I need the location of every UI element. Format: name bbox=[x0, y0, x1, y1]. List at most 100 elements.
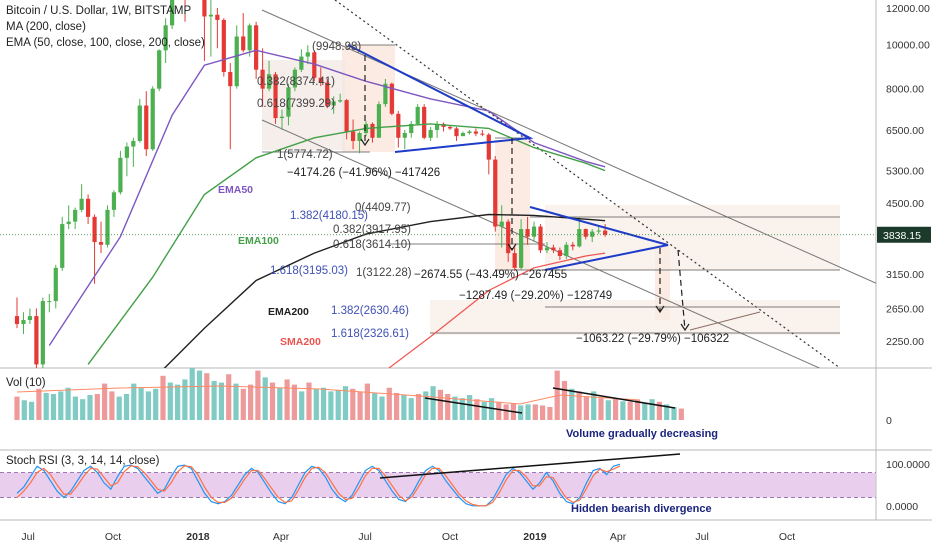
ma-legend[interactable]: MA (200, close) bbox=[6, 21, 86, 33]
candle bbox=[144, 91, 149, 157]
stoch-annotation: Hidden bearish divergence bbox=[571, 503, 712, 515]
candle-body bbox=[428, 129, 433, 138]
candle-body bbox=[338, 100, 343, 102]
candle-body bbox=[14, 316, 20, 325]
volume-bar bbox=[109, 391, 115, 420]
candle-body bbox=[292, 69, 298, 88]
measurement-label: −2674.55 (−43.49%) −267455 bbox=[414, 269, 567, 281]
candle bbox=[551, 244, 556, 254]
stoch-d-line bbox=[16, 465, 621, 507]
volume-bar bbox=[189, 368, 195, 420]
volume-bar bbox=[474, 399, 480, 420]
candle-body bbox=[454, 128, 459, 137]
candle bbox=[34, 308, 39, 368]
stoch-rsi-legend[interactable]: Stoch RSI (3, 3, 14, 14, close) bbox=[6, 455, 160, 467]
symbol-legend[interactable]: Bitcoin / U.S. Dollar, 1W, BITSTAMP bbox=[6, 5, 192, 17]
candle bbox=[357, 131, 362, 154]
ema-legend[interactable]: EMA (50, close, 100, close, 200, close) bbox=[6, 37, 205, 49]
volume-bar bbox=[386, 387, 392, 420]
price-tick-label: 12000.00 bbox=[886, 3, 930, 15]
triangle-pattern bbox=[347, 44, 534, 153]
volume-bar bbox=[306, 382, 312, 420]
candle-body bbox=[234, 36, 239, 87]
candle-body bbox=[486, 134, 491, 160]
volume-bar bbox=[488, 398, 495, 420]
candle-body bbox=[144, 105, 149, 150]
candle-body bbox=[279, 116, 285, 119]
volume-bar bbox=[328, 391, 334, 420]
volume-bar bbox=[204, 373, 210, 420]
volume-trendline-2 bbox=[552, 387, 676, 409]
fib-level-label: 0.618(7399.29) bbox=[257, 98, 335, 110]
volume-bar bbox=[372, 392, 378, 420]
candle bbox=[486, 133, 491, 175]
volume-bar bbox=[262, 377, 268, 420]
volume-legend[interactable]: Vol (10) bbox=[6, 377, 46, 389]
arrow-head bbox=[680, 323, 690, 332]
fib-level-label: 1(5774.72) bbox=[277, 149, 333, 161]
fib-level-label: 0.618(3614.10) bbox=[333, 239, 411, 251]
candle-body bbox=[557, 250, 562, 256]
candle bbox=[383, 78, 388, 107]
volume-bar bbox=[437, 389, 443, 420]
candle bbox=[544, 242, 550, 254]
volume-bar bbox=[94, 394, 100, 420]
candle bbox=[124, 142, 129, 177]
candle-body bbox=[402, 133, 407, 138]
candle bbox=[279, 109, 285, 130]
volume-bar bbox=[335, 389, 341, 420]
candle-body bbox=[570, 244, 575, 247]
candle bbox=[557, 247, 562, 261]
arrow-head bbox=[507, 243, 517, 252]
candle bbox=[47, 293, 52, 313]
candle bbox=[512, 247, 517, 271]
volume-bar bbox=[160, 375, 166, 420]
volume-bar bbox=[50, 394, 57, 420]
candle-body bbox=[603, 230, 608, 235]
candle bbox=[338, 93, 343, 103]
fib-level-label: 1.618(3195.03) bbox=[270, 265, 348, 277]
time-axis-label: 2018 bbox=[186, 531, 210, 543]
price-tick-label: 2650.00 bbox=[886, 303, 924, 315]
candle-body bbox=[415, 106, 420, 124]
stoch-tick-label: 0.0000 bbox=[886, 501, 918, 513]
volume-bar bbox=[496, 401, 502, 420]
volume-bar bbox=[671, 407, 677, 420]
time-axis-label: Jul bbox=[695, 531, 708, 543]
candle-body bbox=[286, 87, 291, 117]
candle bbox=[184, 0, 186, 22]
volume-bar bbox=[80, 399, 86, 420]
ma-line-sma200 bbox=[388, 252, 606, 368]
candle-body bbox=[98, 242, 104, 245]
candle bbox=[66, 205, 71, 230]
volume-bar bbox=[467, 395, 473, 420]
volume-bar bbox=[14, 396, 20, 420]
candle bbox=[92, 214, 97, 284]
candle-body bbox=[40, 301, 45, 365]
ma-label: EMA100 bbox=[238, 235, 279, 247]
volume-bar bbox=[138, 387, 144, 420]
ma-line-ema50 bbox=[48, 49, 606, 346]
volume-bar bbox=[364, 383, 370, 420]
candle-body bbox=[531, 226, 537, 237]
candle-body bbox=[221, 19, 226, 72]
candle-body bbox=[331, 101, 336, 106]
price-pane: (9948.98) 0.382(8374.41) 0.618(7399.29) 1(5… bbox=[14, 0, 876, 368]
candle-body bbox=[493, 159, 498, 227]
candle-body bbox=[506, 221, 511, 254]
candle bbox=[596, 227, 601, 235]
candle bbox=[241, 13, 246, 53]
candle-body bbox=[325, 82, 330, 106]
volume-bar bbox=[218, 382, 224, 420]
volume-bar bbox=[423, 391, 429, 420]
candle bbox=[273, 71, 278, 124]
candle bbox=[215, 8, 220, 49]
candle bbox=[157, 49, 162, 92]
volume-bar bbox=[321, 387, 327, 420]
time-axis-label: Oct bbox=[105, 531, 121, 543]
candle-body bbox=[460, 133, 466, 137]
divergence-trendline bbox=[379, 453, 681, 479]
candle bbox=[14, 297, 20, 329]
